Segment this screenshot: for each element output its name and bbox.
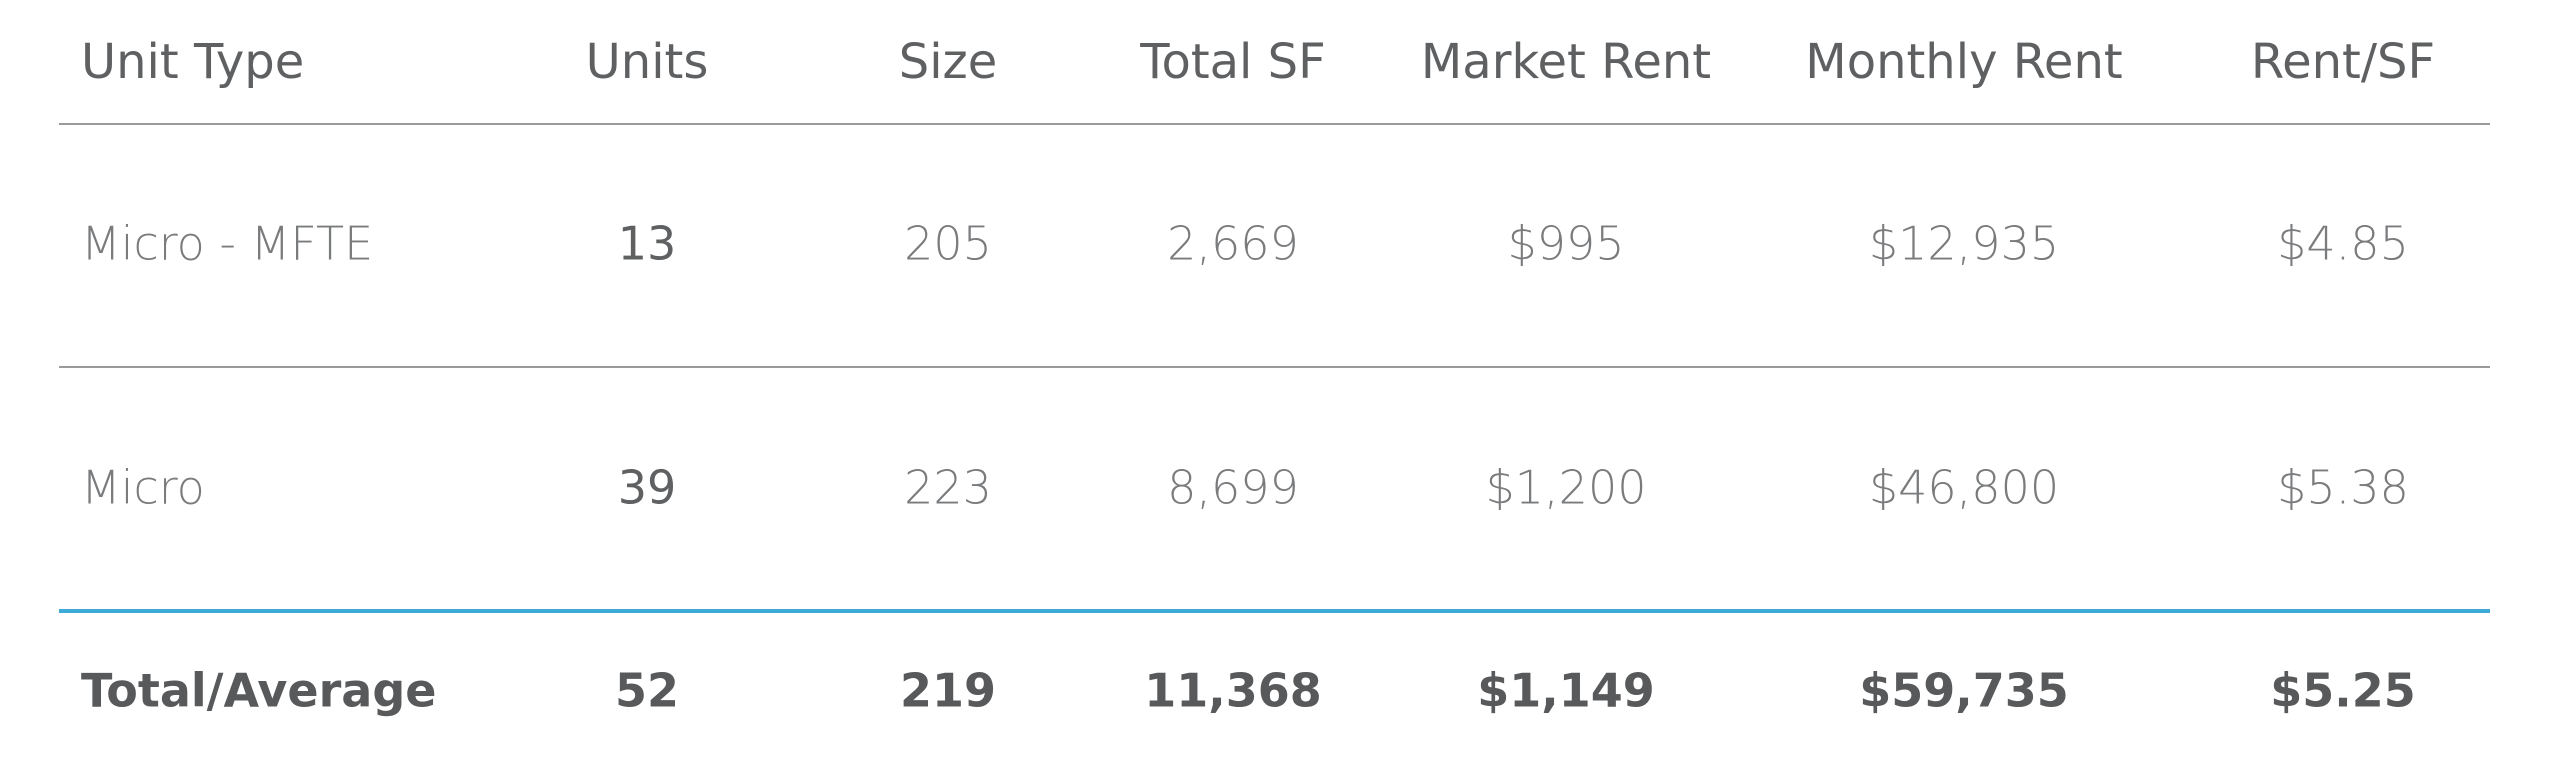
table-cell: 39 — [618, 461, 677, 515]
total-cell: 52 — [615, 664, 679, 718]
column-header: Rent/SF — [2251, 34, 2435, 90]
total-cell: $5.25 — [2270, 664, 2416, 718]
table-cell: Micro — [81, 461, 205, 515]
table-cell: $995 — [1507, 217, 1624, 271]
column-header: Units — [586, 34, 709, 90]
column-header: Total SF — [1139, 34, 1325, 90]
total-cell: Total/Average — [81, 664, 436, 718]
table-cell: Micro - MFTE — [81, 217, 373, 271]
table-cell: 223 — [904, 461, 992, 515]
table-cell: 2,669 — [1167, 217, 1299, 271]
total-cell: 219 — [900, 664, 996, 718]
total-cell: 11,368 — [1144, 664, 1322, 718]
table-cell: $5.38 — [2277, 461, 2409, 515]
table-cell: $12,935 — [1869, 217, 2059, 271]
table-cell: $4.85 — [2277, 217, 2409, 271]
total-cell: $59,735 — [1859, 664, 2069, 718]
table-cell: 205 — [904, 217, 992, 271]
column-header: Unit Type — [81, 34, 304, 90]
column-header: Size — [899, 34, 998, 90]
table-cell: $46,800 — [1869, 461, 2059, 515]
total-cell: $1,149 — [1477, 664, 1655, 718]
column-header: Monthly Rent — [1805, 34, 2122, 90]
column-header: Market Rent — [1421, 34, 1711, 90]
table-cell: 8,699 — [1167, 461, 1299, 515]
table-cell: 13 — [618, 217, 677, 271]
table-cell: $1,200 — [1486, 461, 1647, 515]
